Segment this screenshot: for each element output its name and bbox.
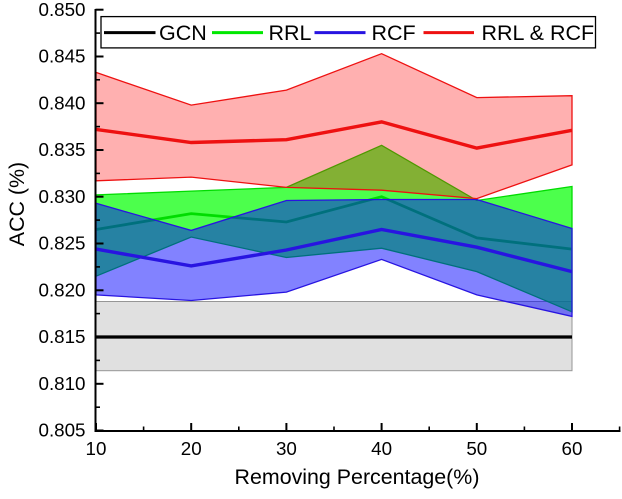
- svg-text:0.835: 0.835: [39, 139, 86, 160]
- svg-text:RRL: RRL: [269, 21, 312, 45]
- svg-text:30: 30: [276, 438, 297, 459]
- svg-text:ACC (%): ACC (%): [5, 162, 29, 246]
- svg-text:RCF: RCF: [372, 21, 416, 45]
- svg-text:0.830: 0.830: [39, 186, 86, 207]
- svg-text:Removing Percentage(%): Removing Percentage(%): [235, 465, 480, 489]
- svg-text:0.810: 0.810: [39, 373, 86, 394]
- svg-text:GCN: GCN: [159, 21, 207, 45]
- svg-text:60: 60: [562, 438, 583, 459]
- svg-text:0.815: 0.815: [39, 326, 86, 347]
- svg-text:0.845: 0.845: [39, 46, 86, 67]
- svg-text:0.825: 0.825: [39, 233, 86, 254]
- svg-text:20: 20: [181, 438, 202, 459]
- svg-text:40: 40: [371, 438, 392, 459]
- svg-text:0.840: 0.840: [39, 92, 86, 113]
- svg-text:RRL & RCF: RRL & RCF: [482, 21, 595, 45]
- svg-text:0.850: 0.850: [39, 0, 86, 20]
- svg-text:10: 10: [86, 438, 107, 459]
- svg-text:50: 50: [466, 438, 487, 459]
- svg-text:0.805: 0.805: [39, 420, 86, 441]
- svg-text:0.820: 0.820: [39, 280, 86, 301]
